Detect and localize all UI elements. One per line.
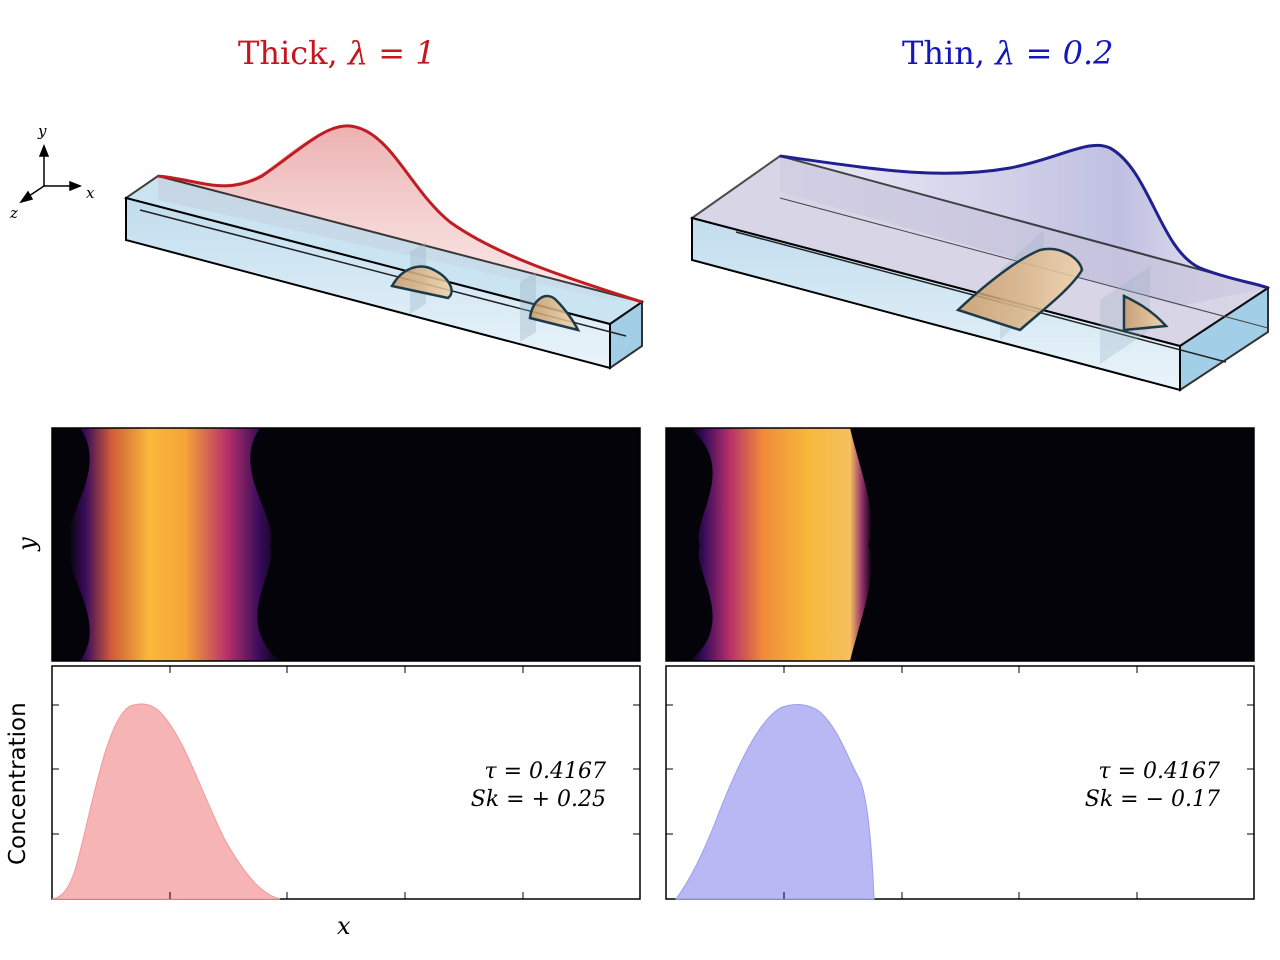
axis-icon-y-label: y xyxy=(38,122,47,140)
title-thin: Thin, λ = 0.2 xyxy=(902,34,1113,72)
thick-concentration-plot xyxy=(51,665,641,900)
thick-tau: τ = 0.4167 xyxy=(484,759,606,784)
axis-icon-x-label: x xyxy=(86,184,95,202)
thick-concentration-profile xyxy=(51,703,281,900)
thin-concentration-profile xyxy=(675,704,875,900)
axes-icon xyxy=(19,143,83,204)
thick-channel-3d xyxy=(123,124,645,370)
thin-skewness: Sk = − 0.17 xyxy=(1084,787,1220,812)
thin-heatmap xyxy=(665,427,1255,662)
thin-concentration-plot xyxy=(665,665,1255,900)
thin-box-end xyxy=(1179,286,1269,392)
concentration-y-label: Concentration xyxy=(5,702,31,865)
thick-heatmap xyxy=(51,427,641,662)
thin-channel-3d xyxy=(689,143,1271,392)
thin-velocity-profile-2 xyxy=(1122,293,1169,332)
thin-tau: τ = 0.4167 xyxy=(1098,759,1220,784)
title-thick-lambda: λ = 1 xyxy=(347,34,436,72)
title-thick: Thick, λ = 1 xyxy=(238,34,436,72)
thin-velocity-profile-1 xyxy=(955,247,1084,332)
title-thin-lambda: λ = 0.2 xyxy=(995,34,1114,72)
thick-annotation: τ = 0.4167 Sk = + 0.25 xyxy=(420,758,606,814)
thick-box-end xyxy=(609,300,643,370)
thick-velocity-profile-1 xyxy=(390,265,453,300)
heatmap-y-label: y xyxy=(12,537,41,551)
title-thin-text: Thin, xyxy=(902,34,985,72)
title-thick-text: Thick, xyxy=(238,34,338,72)
thin-concentration-curve xyxy=(779,143,1269,290)
thick-concentration-surface xyxy=(158,125,642,302)
thick-skewness: Sk = + 0.25 xyxy=(470,787,606,812)
thick-velocity-profile-2 xyxy=(528,294,581,332)
thick-concentration-curve xyxy=(157,124,643,304)
x-axis-label: x xyxy=(337,912,351,940)
axis-icon-z-label: z xyxy=(10,204,18,222)
thin-annotation: τ = 0.4167 Sk = − 0.17 xyxy=(1034,758,1220,814)
